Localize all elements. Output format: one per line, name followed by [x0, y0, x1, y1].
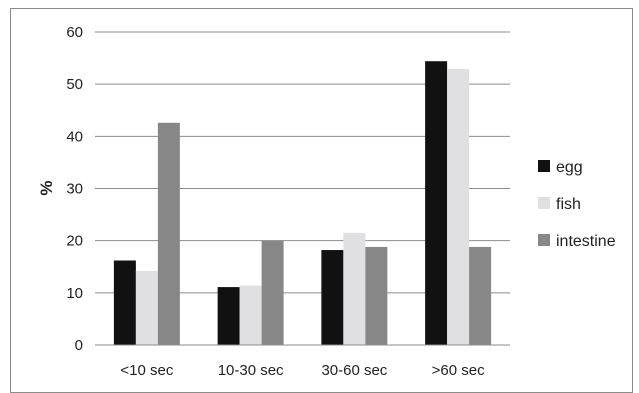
- x-category-label: 30-60 sec: [321, 362, 387, 379]
- bar-fish: [447, 69, 470, 345]
- x-category-label: <10 sec: [120, 362, 173, 379]
- legend-label-fish: fish: [556, 196, 581, 213]
- bar-fish: [135, 270, 158, 345]
- legend: egg fish intestine: [538, 159, 616, 250]
- y-tick-label: 0: [75, 337, 83, 354]
- bars: [113, 61, 492, 346]
- y-tick-label: 20: [66, 233, 83, 250]
- legend-swatch-fish: [538, 197, 550, 209]
- legend-label-intestine: intestine: [556, 233, 616, 250]
- x-category-label: 10-30 sec: [218, 362, 284, 379]
- bar-egg: [425, 61, 448, 346]
- legend-swatch-intestine: [538, 234, 550, 246]
- bar-egg: [217, 287, 240, 345]
- legend-label-egg: egg: [556, 159, 583, 176]
- bar-intestine: [157, 122, 180, 346]
- y-tick-label: 30: [66, 181, 83, 198]
- bar-egg: [321, 250, 344, 345]
- bar-intestine: [469, 246, 492, 345]
- legend-swatch-egg: [538, 160, 550, 172]
- bar-intestine: [365, 246, 388, 345]
- y-tick-label: 40: [66, 128, 83, 145]
- bar-fish: [239, 285, 262, 345]
- y-axis-title: %: [37, 180, 56, 195]
- bar-fish: [343, 232, 366, 345]
- x-category-label: >60 sec: [432, 362, 485, 379]
- y-tick-label: 10: [66, 285, 83, 302]
- x-axis-categories: <10 sec 10-30 sec 30-60 sec >60 sec: [120, 362, 485, 379]
- bar-intestine: [261, 240, 284, 345]
- bar-egg: [113, 260, 136, 345]
- y-axis-ticks: 0 10 20 30 40 50 60: [66, 24, 83, 354]
- y-tick-label: 60: [66, 24, 83, 41]
- y-tick-label: 50: [66, 76, 83, 93]
